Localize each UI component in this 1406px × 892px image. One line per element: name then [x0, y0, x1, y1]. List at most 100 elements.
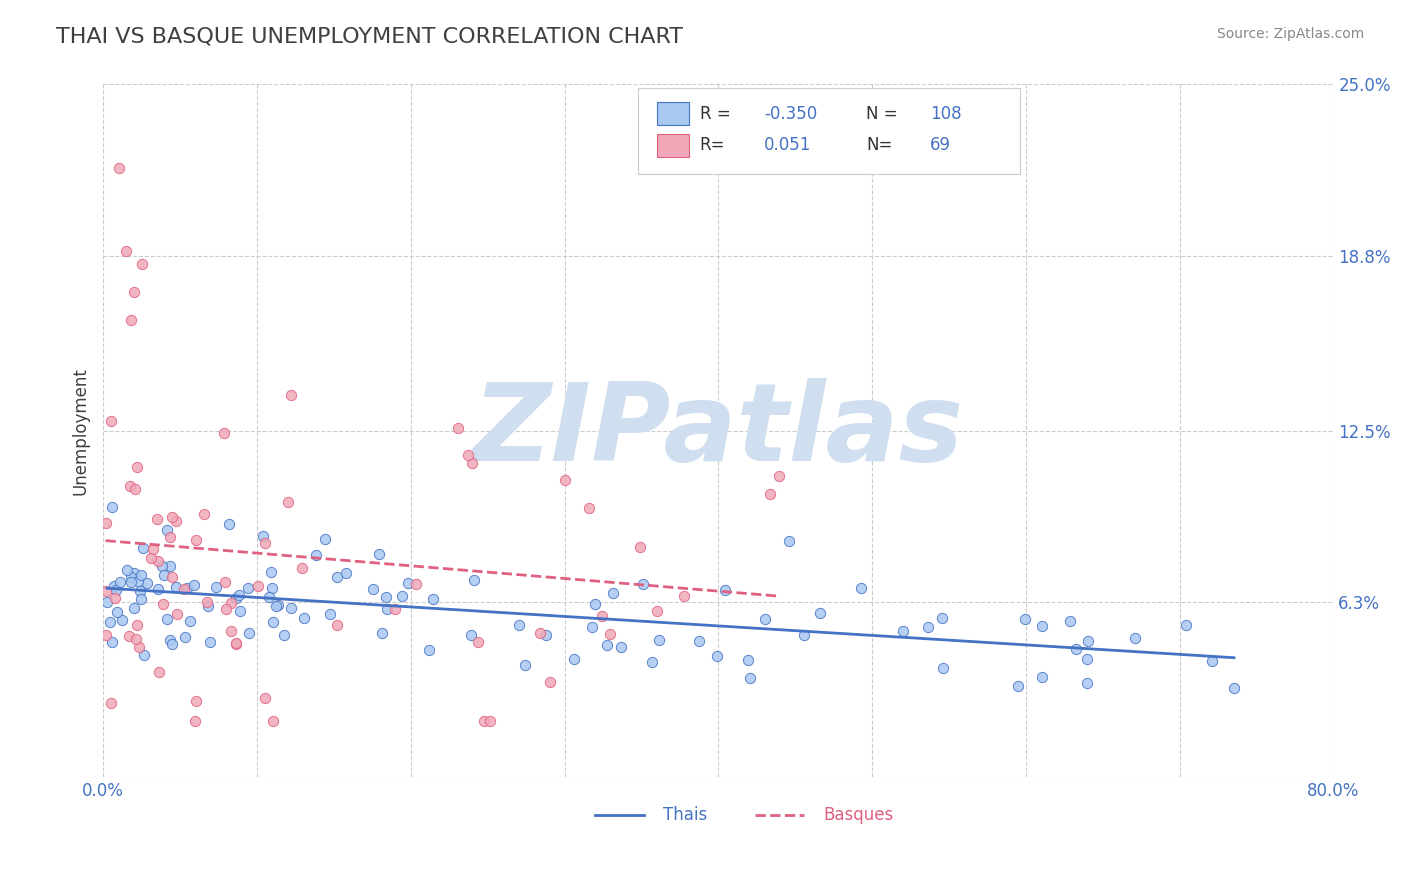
Point — [152, 597, 174, 611]
Point — [1031, 619, 1053, 633]
Point — [165, 514, 187, 528]
Point — [120, 570, 142, 584]
Point — [153, 568, 176, 582]
Point — [262, 714, 284, 729]
Point — [225, 636, 247, 650]
Point — [193, 507, 215, 521]
Point — [370, 626, 392, 640]
Point — [225, 591, 247, 605]
Text: N=: N= — [866, 136, 893, 154]
Point — [778, 534, 800, 549]
Point — [96, 595, 118, 609]
Point — [457, 448, 479, 462]
Point — [118, 479, 141, 493]
Text: -0.350: -0.350 — [763, 104, 817, 122]
Point — [361, 582, 384, 597]
Text: 108: 108 — [929, 104, 962, 122]
Text: 69: 69 — [929, 136, 950, 154]
Point — [156, 612, 179, 626]
Point — [183, 578, 205, 592]
Point — [252, 529, 274, 543]
Point — [314, 533, 336, 547]
Point — [645, 604, 668, 618]
Point — [247, 579, 270, 593]
Point — [264, 599, 287, 613]
Point — [127, 460, 149, 475]
Point — [219, 596, 242, 610]
Point — [100, 414, 122, 428]
Point — [793, 628, 815, 642]
Text: Basques: Basques — [823, 805, 893, 824]
Y-axis label: Unemployment: Unemployment — [72, 367, 89, 494]
Point — [738, 671, 761, 685]
Point — [122, 285, 145, 299]
Point — [104, 591, 127, 605]
Text: R =: R = — [700, 104, 731, 122]
Point — [932, 661, 955, 675]
Point — [461, 456, 484, 470]
Point — [673, 589, 696, 603]
Point — [148, 554, 170, 568]
Point — [374, 590, 396, 604]
Point — [447, 421, 470, 435]
Point — [186, 533, 208, 547]
Point — [714, 582, 737, 597]
FancyBboxPatch shape — [657, 134, 689, 157]
Point — [768, 468, 790, 483]
Point — [124, 601, 146, 615]
Point — [375, 601, 398, 615]
Point — [260, 565, 283, 579]
Point — [808, 606, 831, 620]
Point — [197, 599, 219, 614]
Point — [610, 640, 633, 654]
Point — [229, 604, 252, 618]
Point — [759, 487, 782, 501]
Point — [538, 675, 561, 690]
Point — [142, 542, 165, 557]
Point — [98, 615, 121, 629]
Point — [186, 694, 208, 708]
Point — [367, 547, 389, 561]
Point — [150, 559, 173, 574]
Point — [204, 580, 226, 594]
Point — [132, 541, 155, 555]
Point — [273, 628, 295, 642]
Text: Source: ZipAtlas.com: Source: ZipAtlas.com — [1216, 27, 1364, 41]
Point — [136, 575, 159, 590]
Point — [124, 632, 146, 646]
Point — [515, 658, 537, 673]
Point — [628, 541, 651, 555]
Point — [215, 602, 238, 616]
Point — [159, 559, 181, 574]
Point — [418, 643, 440, 657]
Text: Thais: Thais — [664, 805, 707, 824]
Point — [534, 628, 557, 642]
Point — [554, 473, 576, 487]
Point — [706, 648, 728, 663]
Point — [198, 634, 221, 648]
Point — [160, 570, 183, 584]
Text: 0.051: 0.051 — [763, 136, 811, 154]
Point — [110, 574, 132, 589]
Point — [159, 530, 181, 544]
Point — [583, 597, 606, 611]
Point — [131, 257, 153, 271]
Point — [291, 561, 314, 575]
Point — [581, 620, 603, 634]
Point — [319, 607, 342, 621]
Point — [111, 613, 134, 627]
Point — [253, 691, 276, 706]
Point — [1123, 631, 1146, 645]
Point — [1223, 681, 1246, 695]
Point — [305, 548, 328, 562]
FancyBboxPatch shape — [638, 88, 1019, 175]
Point — [335, 566, 357, 581]
Point — [129, 591, 152, 606]
Point — [179, 614, 201, 628]
Point — [280, 388, 302, 402]
Point — [115, 563, 138, 577]
Point — [1076, 675, 1098, 690]
Point — [127, 574, 149, 588]
Point — [851, 581, 873, 595]
Point — [103, 579, 125, 593]
